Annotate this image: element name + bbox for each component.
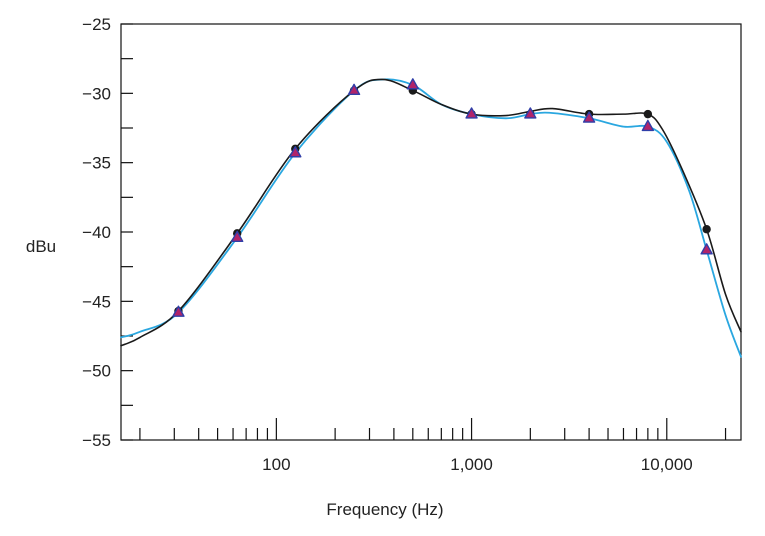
triangle-marker xyxy=(524,107,537,119)
triangle-marker xyxy=(641,119,655,132)
x-tick-label: 100 xyxy=(262,455,290,474)
triangle-marker xyxy=(582,111,596,123)
y-tick-label: −45 xyxy=(82,292,111,311)
triangle-marker xyxy=(700,243,713,255)
x-axis-ticks xyxy=(139,418,727,440)
y-axis-title: dBu xyxy=(26,237,56,256)
x-tick-label: 1,000 xyxy=(450,455,493,474)
series-blue-line xyxy=(120,78,742,358)
series-markers xyxy=(172,78,713,317)
triangle-marker xyxy=(347,83,361,96)
plot-frame xyxy=(120,23,742,441)
y-axis-ticks xyxy=(121,23,133,441)
circle-marker xyxy=(643,109,653,119)
y-tick-label: −40 xyxy=(82,223,111,242)
x-tick-label: 10,000 xyxy=(641,455,693,474)
y-tick-label: −50 xyxy=(82,362,111,381)
triangle-marker xyxy=(172,305,185,317)
x-axis-title: Frequency (Hz) xyxy=(326,500,443,519)
series-curves xyxy=(120,78,742,358)
x-axis-tick-labels: 100 1,000 10,000 xyxy=(262,455,693,474)
y-tick-label: −30 xyxy=(82,84,111,103)
triangle-marker xyxy=(289,146,302,158)
y-tick-label: −25 xyxy=(82,15,111,34)
triangle-marker xyxy=(465,107,478,119)
y-tick-label: −55 xyxy=(82,431,111,450)
y-tick-label: −35 xyxy=(82,154,111,173)
triangle-marker xyxy=(230,230,244,243)
series-black-line xyxy=(120,78,742,347)
triangle-marker xyxy=(406,78,420,90)
circle-marker xyxy=(702,225,711,234)
y-axis-tick-labels: −25 −30 −35 −40 −45 −50 −55 xyxy=(82,15,111,450)
